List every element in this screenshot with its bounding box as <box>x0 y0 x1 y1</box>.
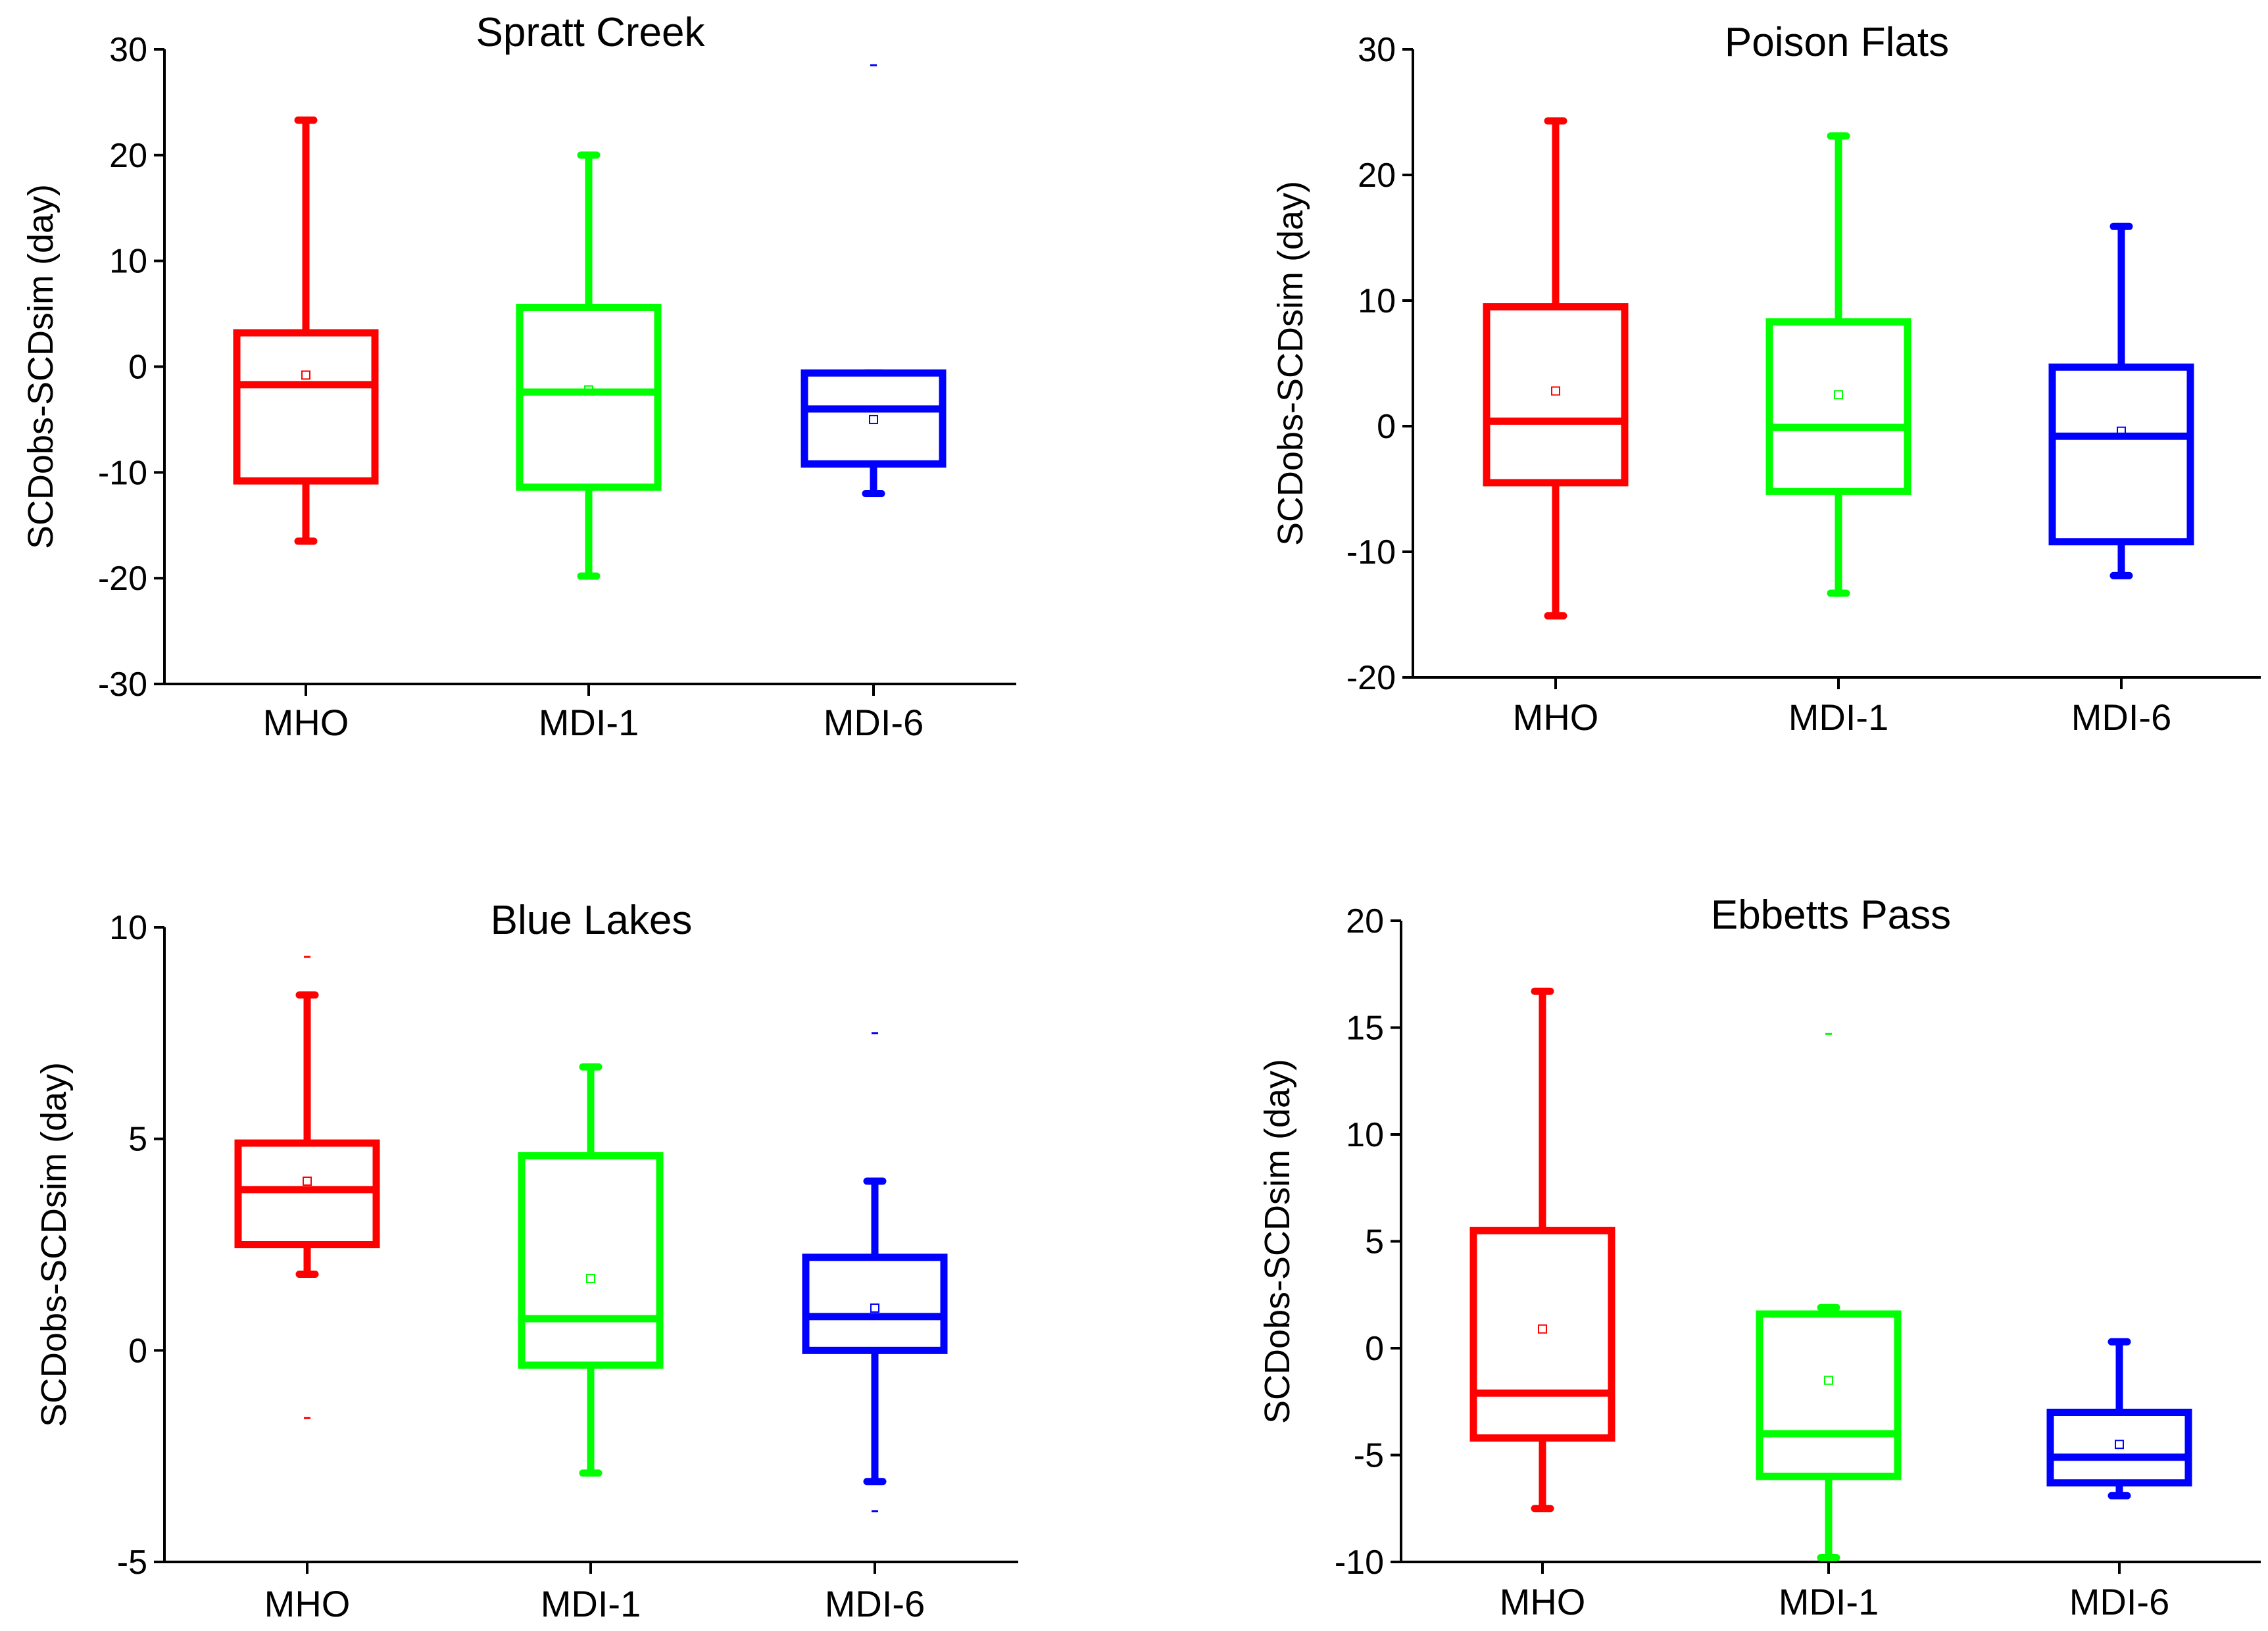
chart-panel-poison: Poison Flats -20 -10 0 10 20 30 SCDobs-SCDsim (… <box>1271 20 2261 738</box>
chart-title: Poison Flats <box>1725 20 1949 65</box>
iqr-box <box>233 329 379 485</box>
y-axis-label: SCDobs-SCDsim (day) <box>21 184 61 549</box>
box-mho <box>1483 117 1629 620</box>
x-tick-label: MHO <box>1500 1581 1586 1622</box>
y-tick-label: 20 <box>1346 902 1384 940</box>
iqr-box <box>516 303 662 491</box>
box-mdi-6 <box>2048 222 2194 579</box>
y-axis-label: SCDobs-SCDsim (day) <box>1258 1059 1297 1424</box>
y-tick-label: -5 <box>1354 1437 1384 1475</box>
box-mdi-6 <box>2046 1338 2192 1499</box>
iqr-box <box>1765 318 1911 495</box>
y-tick-label: 15 <box>1346 1010 1384 1048</box>
y-tick-label: 0 <box>1365 1330 1384 1368</box>
chart-panel-blue: Blue Lakes -5 0 5 10 SCDobs-SCDsim (day) MHO MD… <box>34 898 1018 1624</box>
iqr-box <box>518 1152 664 1369</box>
box-mdi-6 <box>801 64 947 497</box>
mean-marker <box>303 1177 312 1186</box>
box-mdi-1 <box>516 151 662 580</box>
x-tick-label: MDI-6 <box>2071 696 2171 738</box>
mean-marker <box>584 385 593 395</box>
y-tick-label: 10 <box>109 909 147 947</box>
x-tick-label: MDI-6 <box>825 1583 925 1624</box>
chart-title: Spratt Creek <box>476 10 705 55</box>
x-tick-label: MHO <box>264 1583 351 1624</box>
x-tick-label: MDI-1 <box>539 702 639 743</box>
x-tick-label: MDI-1 <box>1788 696 1888 738</box>
x-tick-label: MDI-1 <box>541 1583 641 1624</box>
y-tick-label: -30 <box>98 666 147 704</box>
x-tick-label: MDI-1 <box>1779 1581 1879 1622</box>
y-tick-label: -20 <box>1346 659 1396 697</box>
iqr-box <box>1469 1227 1615 1442</box>
mean-marker <box>869 414 878 424</box>
mean-marker <box>2115 1440 2124 1449</box>
box-mdi-1 <box>1765 132 1911 597</box>
y-tick-label: 20 <box>1358 157 1396 195</box>
mean-marker <box>1834 390 1843 400</box>
iqr-box <box>1756 1310 1902 1480</box>
y-tick-label: 10 <box>109 243 147 281</box>
y-tick-label: -5 <box>117 1544 147 1582</box>
x-tick-label: MHO <box>263 702 349 743</box>
y-tick-label: -10 <box>1346 533 1396 572</box>
y-axis-label: SCDobs-SCDsim (day) <box>34 1062 74 1427</box>
iqr-box <box>801 369 947 468</box>
y-tick-label: 5 <box>1365 1223 1384 1261</box>
mean-marker <box>1824 1375 1833 1385</box>
box-mho <box>234 956 380 1419</box>
y-tick-label: 20 <box>109 137 147 175</box>
y-tick-label: 10 <box>1358 282 1396 320</box>
x-tick-label: MDI-6 <box>824 702 924 743</box>
y-tick-label: 5 <box>128 1121 147 1159</box>
mean-marker <box>2117 426 2126 436</box>
y-tick-label: -10 <box>98 454 147 492</box>
x-tick-label: MDI-6 <box>2069 1581 2169 1622</box>
chart-title: Ebbetts Pass <box>1711 892 1951 938</box>
y-tick-label: 0 <box>128 1332 147 1370</box>
box-mdi-1 <box>518 1063 664 1477</box>
box-mho <box>233 116 379 545</box>
y-tick-label: 0 <box>1377 408 1396 446</box>
mean-marker <box>586 1273 595 1283</box>
box-mdi-1 <box>1756 1033 1902 1561</box>
x-tick-label: MHO <box>1513 696 1599 738</box>
chart-title: Blue Lakes <box>491 898 693 943</box>
y-axis-label: SCDobs-SCDsim (day) <box>1271 181 1310 546</box>
chart-panel-ebbetts: Ebbetts Pass -10 -5 0 5 10 15 20 SCDobs-SCDsim (… <box>1258 892 2261 1622</box>
iqr-box <box>2048 363 2194 546</box>
y-tick-label: 0 <box>128 349 147 387</box>
y-tick-label: 30 <box>109 31 147 69</box>
box-mho <box>1469 987 1615 1513</box>
y-tick-label: -20 <box>98 560 147 598</box>
chart-panel-spratt: Spratt Creek -30 -20 -10 0 10 20 30 SCDobs-SCDsi… <box>21 10 1016 743</box>
y-tick-label: -10 <box>1335 1544 1384 1582</box>
iqr-box <box>2046 1409 2192 1487</box>
mean-marker <box>1551 386 1560 396</box>
y-tick-label: 30 <box>1358 31 1396 69</box>
mean-marker <box>1538 1324 1547 1334</box>
box-mdi-6 <box>802 1032 948 1513</box>
mean-marker <box>870 1303 879 1313</box>
mean-marker <box>301 370 310 380</box>
iqr-box <box>234 1139 380 1248</box>
y-tick-label: 10 <box>1346 1116 1384 1154</box>
